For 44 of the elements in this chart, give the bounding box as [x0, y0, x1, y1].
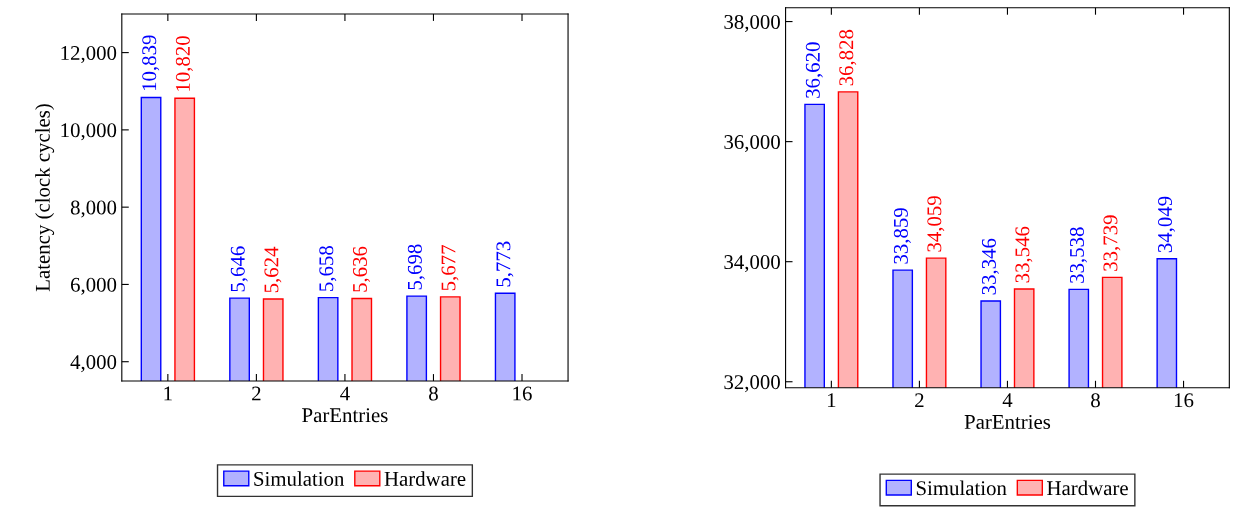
x-tick-label: 2	[252, 386, 261, 401]
x-axis-title: ParEntries	[302, 408, 388, 423]
data-label: 33,859	[893, 208, 911, 264]
x-axis-title: ParEntries	[964, 414, 1051, 429]
data-label: 33,739	[1103, 215, 1121, 271]
legend-label: Simulation	[916, 480, 1007, 496]
data-label: 5,636	[352, 246, 370, 292]
y-tick-label: 10,000	[61, 123, 117, 141]
x-tick-label: 2	[915, 393, 924, 408]
x-tick-label: 1	[827, 393, 836, 408]
data-label: 5,698	[407, 244, 425, 290]
data-label: 5,646	[230, 246, 248, 292]
y-tick-label: 38,000	[724, 14, 780, 32]
x-tick-label: 16	[1174, 393, 1194, 408]
x-tick-label: 8	[429, 386, 438, 401]
data-label: 36,620	[805, 42, 823, 98]
y-tick-label: 34,000	[724, 255, 780, 273]
y-tick-label: 8,000	[70, 200, 117, 218]
data-label: 36,828	[839, 29, 857, 86]
x-tick-label: 16	[513, 386, 532, 401]
data-label: 5,773	[496, 241, 514, 287]
y-tick-label: 4,000	[70, 355, 117, 373]
y-axis-title: Latency (clock cycles)	[35, 104, 55, 292]
x-tick-label: 4	[340, 386, 350, 401]
x-tick-label: 8	[1091, 393, 1100, 408]
y-tick-label: 32,000	[724, 375, 780, 393]
data-label: 33,546	[1015, 226, 1033, 283]
legend-label: Hardware	[1047, 480, 1128, 496]
x-tick-label: 1	[164, 386, 172, 401]
data-label: 5,624	[264, 246, 282, 293]
data-label: 33,346	[981, 238, 999, 295]
y-tick-label: 6,000	[70, 277, 117, 295]
legend-label: Hardware	[384, 471, 466, 486]
y-tick-label: 36,000	[724, 135, 780, 153]
data-label: 10,839	[142, 35, 160, 91]
data-label: 5,677	[441, 245, 459, 291]
legend-label: Simulation	[254, 471, 345, 486]
data-label: 34,049	[1157, 196, 1176, 253]
x-tick-label: 4	[1002, 393, 1013, 408]
data-label: 5,658	[319, 246, 337, 291]
data-label: 33,538	[1069, 227, 1087, 283]
y-tick-label: 12,000	[61, 45, 117, 64]
data-label: 10,820	[175, 36, 193, 91]
data-label: 34,059	[927, 196, 945, 252]
